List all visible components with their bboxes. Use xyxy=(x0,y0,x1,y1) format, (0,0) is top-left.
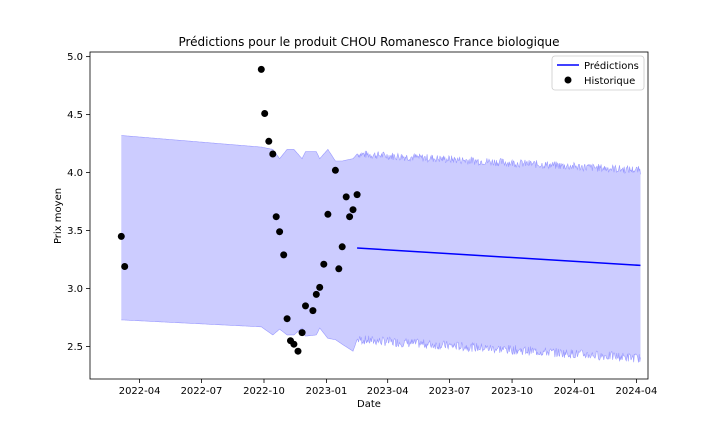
history-point xyxy=(353,191,361,199)
plot-area xyxy=(117,65,641,363)
x-axis: 2022-04 2022-07 2022-10 2023-01 2023-04 2023-… xyxy=(119,379,658,397)
x-tick-label: 2022-07 xyxy=(181,386,223,397)
history-point xyxy=(335,265,343,273)
y-tick-label: 2.5 xyxy=(67,342,83,353)
history-point xyxy=(302,302,309,310)
x-tick-label: 2022-10 xyxy=(243,386,285,397)
x-tick-label: 2023-10 xyxy=(491,386,533,397)
history-point xyxy=(346,213,354,221)
x-tick-label: 2023-07 xyxy=(429,386,471,397)
y-tick-label: 3.5 xyxy=(67,226,83,237)
y-tick-label: 5.0 xyxy=(67,52,83,63)
history-point xyxy=(261,110,269,117)
history-point xyxy=(349,206,357,214)
history-point xyxy=(269,150,277,158)
history-point xyxy=(312,290,320,298)
band-lower-edge xyxy=(121,319,641,363)
history-point xyxy=(324,210,332,218)
history-point xyxy=(294,347,302,355)
history-point xyxy=(309,307,317,315)
legend-history-label: Historique xyxy=(584,76,635,87)
history-point xyxy=(265,137,273,145)
history-point xyxy=(117,232,125,240)
history-point xyxy=(316,283,324,291)
legend-history-swatch xyxy=(564,76,572,84)
legend-prediction-label: Prédictions xyxy=(584,60,639,72)
x-tick-label: 2024-01 xyxy=(554,386,596,397)
y-tick-label: 4.0 xyxy=(67,168,83,179)
x-tick-label: 2024-04 xyxy=(616,386,658,397)
plot-frame xyxy=(89,51,649,380)
history-point xyxy=(121,263,129,270)
x-tick-label: 2022-04 xyxy=(119,386,161,397)
history-point xyxy=(298,329,306,337)
x-tick-label: 2023-01 xyxy=(306,386,348,397)
history-point xyxy=(331,166,339,174)
y-axis-label: Prix moyen xyxy=(53,188,64,244)
x-tick-label: 2023-04 xyxy=(367,386,409,397)
history-point xyxy=(283,315,291,323)
chart-title: Prédictions pour le produit CHOU Romanes… xyxy=(178,35,559,49)
historical-points xyxy=(117,65,361,355)
history-point xyxy=(342,193,350,201)
band-upper-edge xyxy=(121,135,641,175)
history-point xyxy=(320,260,328,268)
x-axis-label: Date xyxy=(357,399,381,410)
prediction-line xyxy=(357,247,641,267)
history-point xyxy=(280,251,288,259)
history-point xyxy=(276,228,284,236)
prediction-interval-edges xyxy=(121,135,641,363)
history-point xyxy=(290,340,298,348)
y-tick-label: 3.0 xyxy=(67,284,83,295)
y-axis: 2.5 3.0 3.5 4.0 4.5 5.0 xyxy=(67,52,90,353)
history-point xyxy=(338,243,346,251)
history-point xyxy=(272,213,280,221)
y-tick-label: 4.5 xyxy=(67,110,83,121)
history-point xyxy=(257,65,265,73)
legend: Prédictions Historique xyxy=(551,55,645,91)
